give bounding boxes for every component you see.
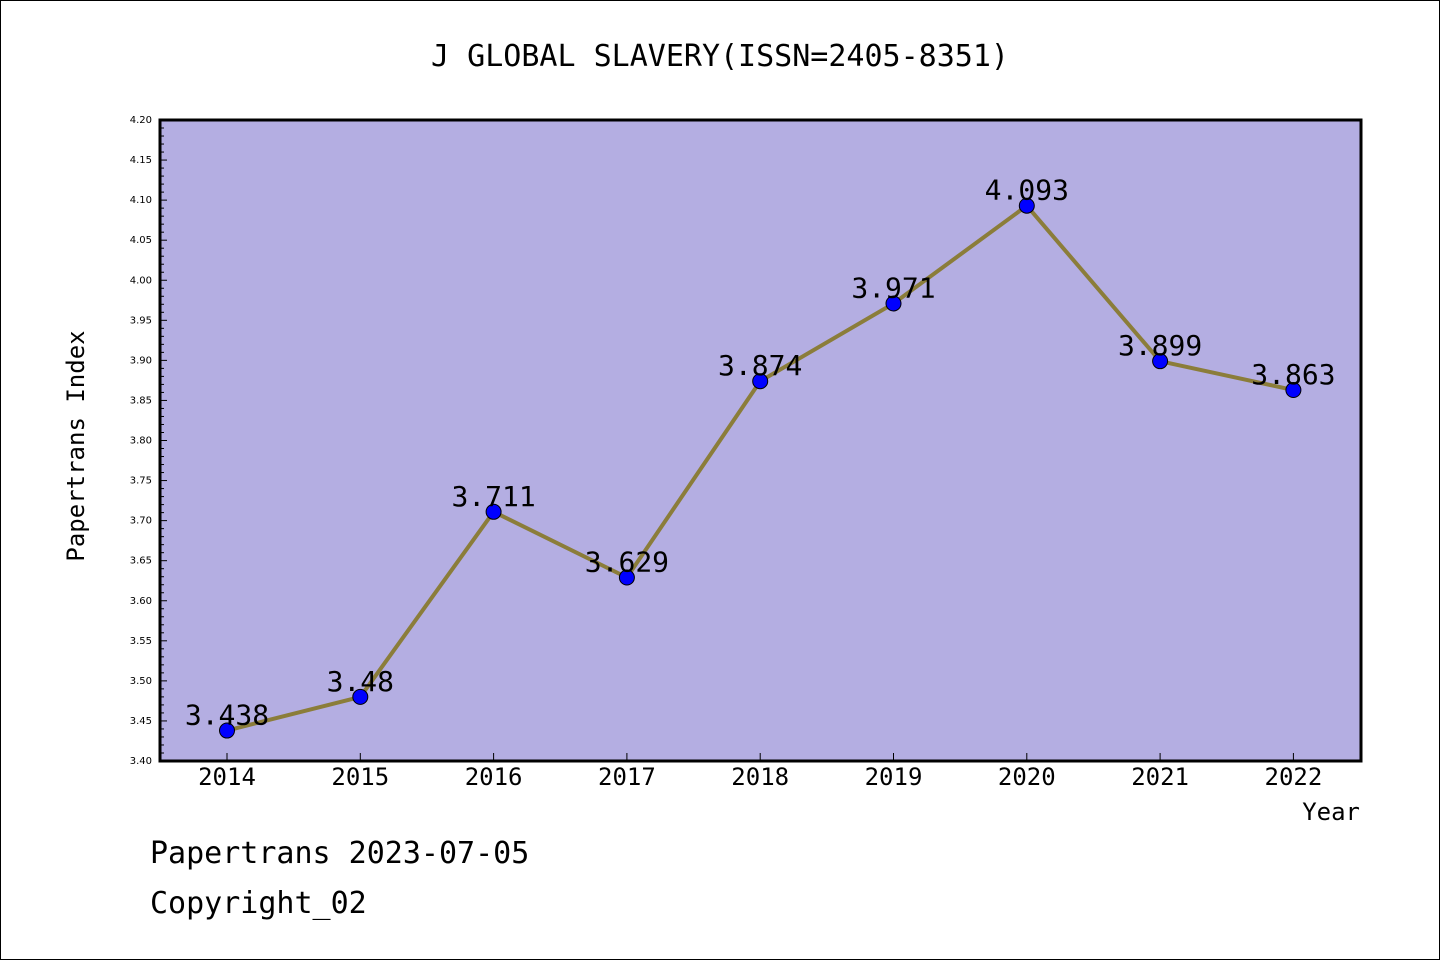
x-axis: 2014 2015 2016 2017 2018 2019 2020 2021 2022 <box>198 753 1322 791</box>
y-tick-label: 3.55 <box>130 636 152 647</box>
data-label: 3.971 <box>851 271 935 304</box>
plot-area <box>158 118 1363 763</box>
data-label: 4.093 <box>985 174 1069 207</box>
x-axis-label: Year <box>1302 798 1360 826</box>
y-tick-label: 3.40 <box>130 756 152 767</box>
data-point <box>219 722 235 739</box>
y-tick-label: 3.70 <box>130 516 152 527</box>
y-tick-label: 3.45 <box>130 716 152 727</box>
data-point <box>1152 353 1169 370</box>
x-tick-label: 2016 <box>465 763 523 791</box>
x-tick-label: 2020 <box>998 763 1056 791</box>
data-point <box>885 295 902 312</box>
data-point <box>618 569 635 586</box>
y-axis-label: Papertrans Index <box>62 330 90 561</box>
y-tick-label: 4.20 <box>130 115 152 126</box>
y-tick-label: 4.05 <box>130 235 152 246</box>
x-tick-label: 2019 <box>865 763 923 791</box>
footer-date: Papertrans 2023-07-05 <box>150 836 530 871</box>
y-tick-label: 3.85 <box>130 395 152 406</box>
y-tick-label: 3.95 <box>130 315 152 326</box>
series-line-group <box>219 197 1302 739</box>
data-point <box>1018 197 1035 214</box>
data-point <box>485 503 502 520</box>
data-label: 3.899 <box>1118 329 1202 362</box>
data-label: 3.711 <box>451 480 535 513</box>
footer-copyright: Copyright_02 <box>150 886 367 921</box>
x-tick-label: 2022 <box>1265 763 1323 791</box>
x-tick-label: 2021 <box>1131 763 1189 791</box>
y-tick-label: 3.75 <box>130 476 152 487</box>
chart-title: J GLOBAL SLAVERY(ISSN=2405-8351) <box>431 39 1009 74</box>
y-tick-label: 4.00 <box>130 275 152 286</box>
x-tick-label: 2018 <box>731 763 789 791</box>
y-axis: 3.40 3.45 3.50 3.55 3.60 3.65 3.70 3.75 3.80 3.85… <box>130 115 167 767</box>
data-label: 3.629 <box>585 546 669 579</box>
x-tick-label: 2015 <box>331 763 389 791</box>
data-point <box>1285 382 1302 399</box>
y-tick-label: 3.80 <box>130 436 152 447</box>
data-point <box>752 373 769 390</box>
data-label: 3.874 <box>718 349 802 382</box>
data-point <box>352 688 369 705</box>
y-tick-label: 3.90 <box>130 355 152 366</box>
y-tick-label: 3.50 <box>130 676 152 687</box>
y-tick-label: 3.60 <box>130 596 152 607</box>
data-label: 3.438 <box>185 699 269 732</box>
x-tick-label: 2014 <box>198 763 256 791</box>
data-labels: 3.438 3.48 3.711 3.629 3.874 3.971 4.093 3.899 3… <box>185 174 1336 732</box>
y-tick-label: 4.10 <box>130 195 152 206</box>
data-label: 3.863 <box>1251 358 1335 391</box>
data-label: 3.48 <box>327 665 394 698</box>
x-tick-label: 2017 <box>598 763 656 791</box>
y-tick-label: 4.15 <box>130 155 152 166</box>
y-tick-label: 3.65 <box>130 556 152 567</box>
